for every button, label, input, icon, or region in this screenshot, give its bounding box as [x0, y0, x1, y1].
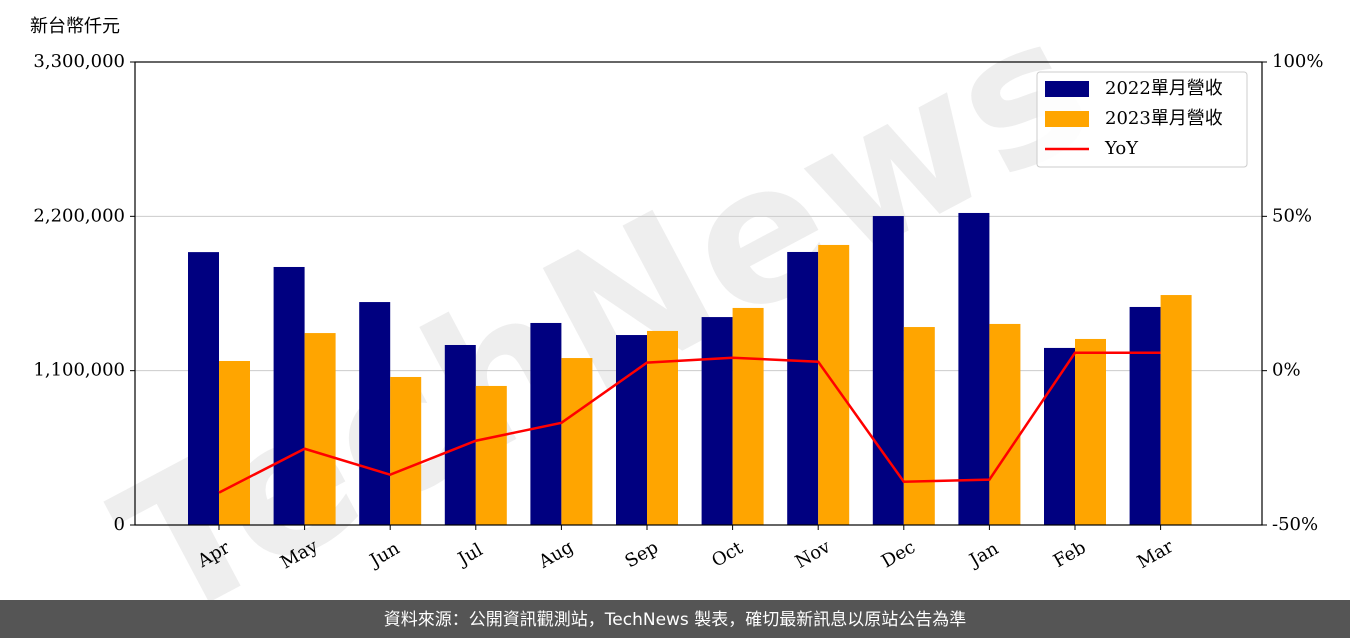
- bar: [188, 252, 219, 526]
- x-tick-label: Dec: [878, 537, 919, 573]
- footer: 資料來源：公開資訊觀測站，TechNews 製表，確切最新訊息以原站公告為準: [384, 610, 966, 630]
- footer-bar: [0, 600, 1350, 638]
- legend-label: YoY: [1104, 138, 1139, 159]
- x-tick-label: Aug: [534, 536, 577, 573]
- bar: [561, 358, 593, 525]
- bar: [701, 317, 733, 525]
- bar: [273, 266, 305, 525]
- bar: [872, 216, 904, 525]
- y-tick-label: 1,100,000: [33, 360, 125, 381]
- bar: [359, 302, 391, 525]
- bar: [1160, 295, 1192, 525]
- x-tick-label: Mar: [1134, 536, 1178, 573]
- bar: [989, 323, 1021, 525]
- y2-tick-label: 50%: [1272, 205, 1312, 226]
- bar: [1129, 306, 1161, 525]
- y-tick-label: 3,300,000: [33, 51, 125, 72]
- bar: [732, 307, 764, 525]
- x-tick-label: Nov: [792, 536, 835, 573]
- bar: [475, 385, 507, 525]
- legend-label: 2023單月營收: [1105, 108, 1223, 129]
- y2-tick-label: 0%: [1272, 360, 1301, 381]
- bar: [903, 327, 935, 525]
- x-tick-label: Oct: [708, 537, 747, 572]
- x-tick-label: Feb: [1050, 537, 1090, 572]
- plot-frame: [134, 61, 1263, 526]
- legend-label: 2022單月營收: [1105, 78, 1223, 99]
- legend-box: [1036, 71, 1248, 168]
- bar: [1075, 338, 1106, 525]
- x-tick-label: Jan: [964, 538, 1002, 572]
- y-tick-label: 0: [114, 514, 125, 535]
- bar: [304, 333, 336, 525]
- y-axis-label: 新台幣仟元: [30, 16, 120, 37]
- x-tick-label: Jul: [453, 539, 487, 571]
- y2-tick-label: -50%: [1272, 514, 1318, 535]
- bar: [958, 212, 990, 525]
- x-tick-label: Sep: [622, 537, 662, 572]
- bar: [616, 335, 647, 525]
- legend-swatch: [1045, 111, 1089, 127]
- bar: [787, 251, 819, 525]
- bar: [390, 376, 422, 525]
- line: [218, 351, 1161, 494]
- bar: [219, 360, 250, 525]
- bar: [444, 344, 476, 525]
- y2-tick-label: 100%: [1272, 51, 1323, 72]
- y-tick-label: 2,200,000: [33, 205, 125, 226]
- legend-swatch: [1045, 81, 1089, 97]
